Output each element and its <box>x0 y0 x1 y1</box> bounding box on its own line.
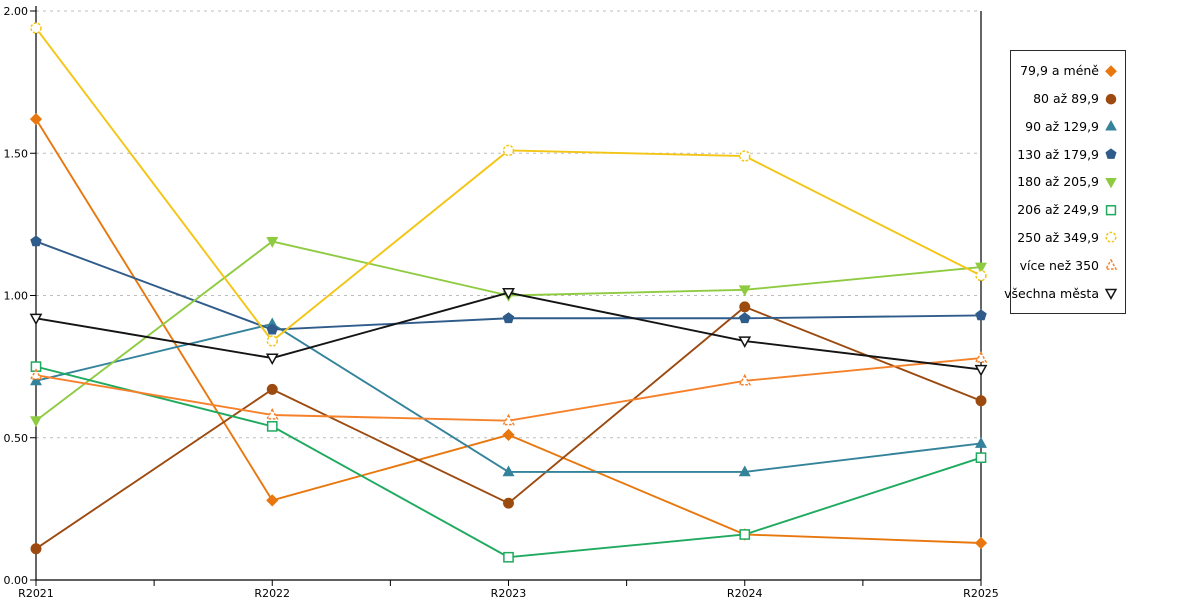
diamond-marker-icon <box>1105 65 1117 77</box>
legend-item: 180 až 205,9 <box>1015 174 1118 189</box>
data-point <box>266 323 278 335</box>
legend-item: více než 350 <box>1015 258 1118 273</box>
legend-item: 80 až 89,9 <box>1015 91 1118 106</box>
legend-label: 90 až 129,9 <box>1025 118 1099 134</box>
data-point <box>502 465 515 477</box>
data-point <box>738 336 752 348</box>
circle-marker-icon <box>1105 232 1117 244</box>
y-tick-label: 0.50 <box>4 432 29 445</box>
data-point <box>502 144 515 157</box>
series-line-2 <box>35 305 982 550</box>
legend-marker-shape <box>1105 204 1117 216</box>
data-point <box>974 536 988 550</box>
legend-item: všechna města <box>1004 286 1118 301</box>
series-line-9 <box>35 291 982 371</box>
data-point <box>266 421 278 432</box>
legend-item: 206 až 249,9 <box>1015 202 1118 217</box>
data-point <box>502 428 515 442</box>
series-line-5 <box>35 240 982 422</box>
legend-marker-shape <box>1104 288 1118 300</box>
data-point <box>739 301 751 313</box>
data-point <box>266 383 278 395</box>
data-point <box>30 22 42 34</box>
data-point <box>738 373 752 386</box>
data-point <box>30 416 42 428</box>
legend-label: 80 až 89,9 <box>1033 91 1099 107</box>
y-tick-label: 0.00 <box>4 574 29 587</box>
legend-marker-shape <box>1105 148 1117 160</box>
x-tick-label: R2024 <box>727 587 763 600</box>
series-line-3 <box>35 323 982 473</box>
data-point <box>739 150 751 162</box>
data-point <box>975 262 987 274</box>
series-line-1 <box>35 118 982 544</box>
data-point <box>974 364 988 377</box>
legend-marker-shape <box>1105 177 1117 189</box>
data-point <box>30 235 42 247</box>
data-point <box>502 288 515 300</box>
x-tick-label: R2021 <box>18 587 54 600</box>
x-tick-label: R2023 <box>491 587 527 600</box>
legend-item: 79,9 a méně <box>1015 63 1118 78</box>
data-point <box>266 335 278 347</box>
data-point <box>265 353 279 366</box>
series-line-8 <box>35 357 982 422</box>
y-tick-label: 1.50 <box>4 147 29 160</box>
x-tick-label: R2025 <box>963 587 999 600</box>
triangle-down-marker-icon <box>1105 177 1117 189</box>
data-point <box>974 351 988 363</box>
data-point <box>265 408 279 420</box>
legend-marker-shape <box>1105 120 1117 131</box>
triangle-up-marker-icon <box>1105 120 1117 131</box>
data-point <box>266 494 279 507</box>
data-point <box>30 543 42 555</box>
data-point <box>975 269 987 282</box>
data-point <box>975 452 987 464</box>
data-point <box>29 368 43 380</box>
data-point <box>975 309 987 321</box>
y-tick-label: 2.00 <box>4 5 29 18</box>
data-point <box>502 413 515 426</box>
legend-marker-shape <box>1105 232 1117 244</box>
circle-marker-icon <box>1105 93 1117 105</box>
data-point <box>266 237 279 248</box>
data-point <box>503 497 514 509</box>
legend-label: 180 až 205,9 <box>1017 174 1099 190</box>
legend-marker-shape <box>1105 93 1117 105</box>
legend-item: 250 až 349,9 <box>1015 230 1118 245</box>
square-marker-icon <box>1105 204 1117 216</box>
data-point <box>503 551 514 563</box>
legend-label: 206 až 249,9 <box>1017 202 1099 218</box>
triangle-up-marker-icon <box>1104 258 1118 270</box>
legend-box: 79,9 a méně 80 až 89,9 90 až 129,9 130 až 1… <box>1004 50 1126 314</box>
legend-label: 130 až 179,9 <box>1017 146 1099 162</box>
data-point <box>738 285 751 297</box>
data-point <box>739 312 751 324</box>
data-point <box>738 465 751 477</box>
triangle-down-marker-icon <box>1104 288 1118 300</box>
data-point <box>29 313 43 326</box>
data-point <box>502 312 515 324</box>
data-point <box>30 374 42 386</box>
legend-label: více než 350 <box>1019 257 1099 273</box>
legend-marker-shape <box>1104 258 1118 270</box>
data-point <box>739 529 751 540</box>
legend-marker-shape <box>1105 65 1117 77</box>
pentagon-marker-icon <box>1105 148 1117 160</box>
data-point <box>29 113 43 126</box>
legend-item: 130 až 179,9 <box>1015 147 1118 162</box>
x-tick-label: R2022 <box>254 587 290 600</box>
data-point <box>975 437 987 448</box>
series-line-6 <box>35 365 982 559</box>
legend-item: 90 až 129,9 <box>1015 119 1118 134</box>
data-point <box>975 395 987 407</box>
y-tick-label: 1.00 <box>4 290 29 303</box>
legend-label: 79,9 a méně <box>1020 63 1099 79</box>
legend-label: 250 až 349,9 <box>1017 229 1099 245</box>
legend-label: všechna města <box>1004 285 1099 301</box>
